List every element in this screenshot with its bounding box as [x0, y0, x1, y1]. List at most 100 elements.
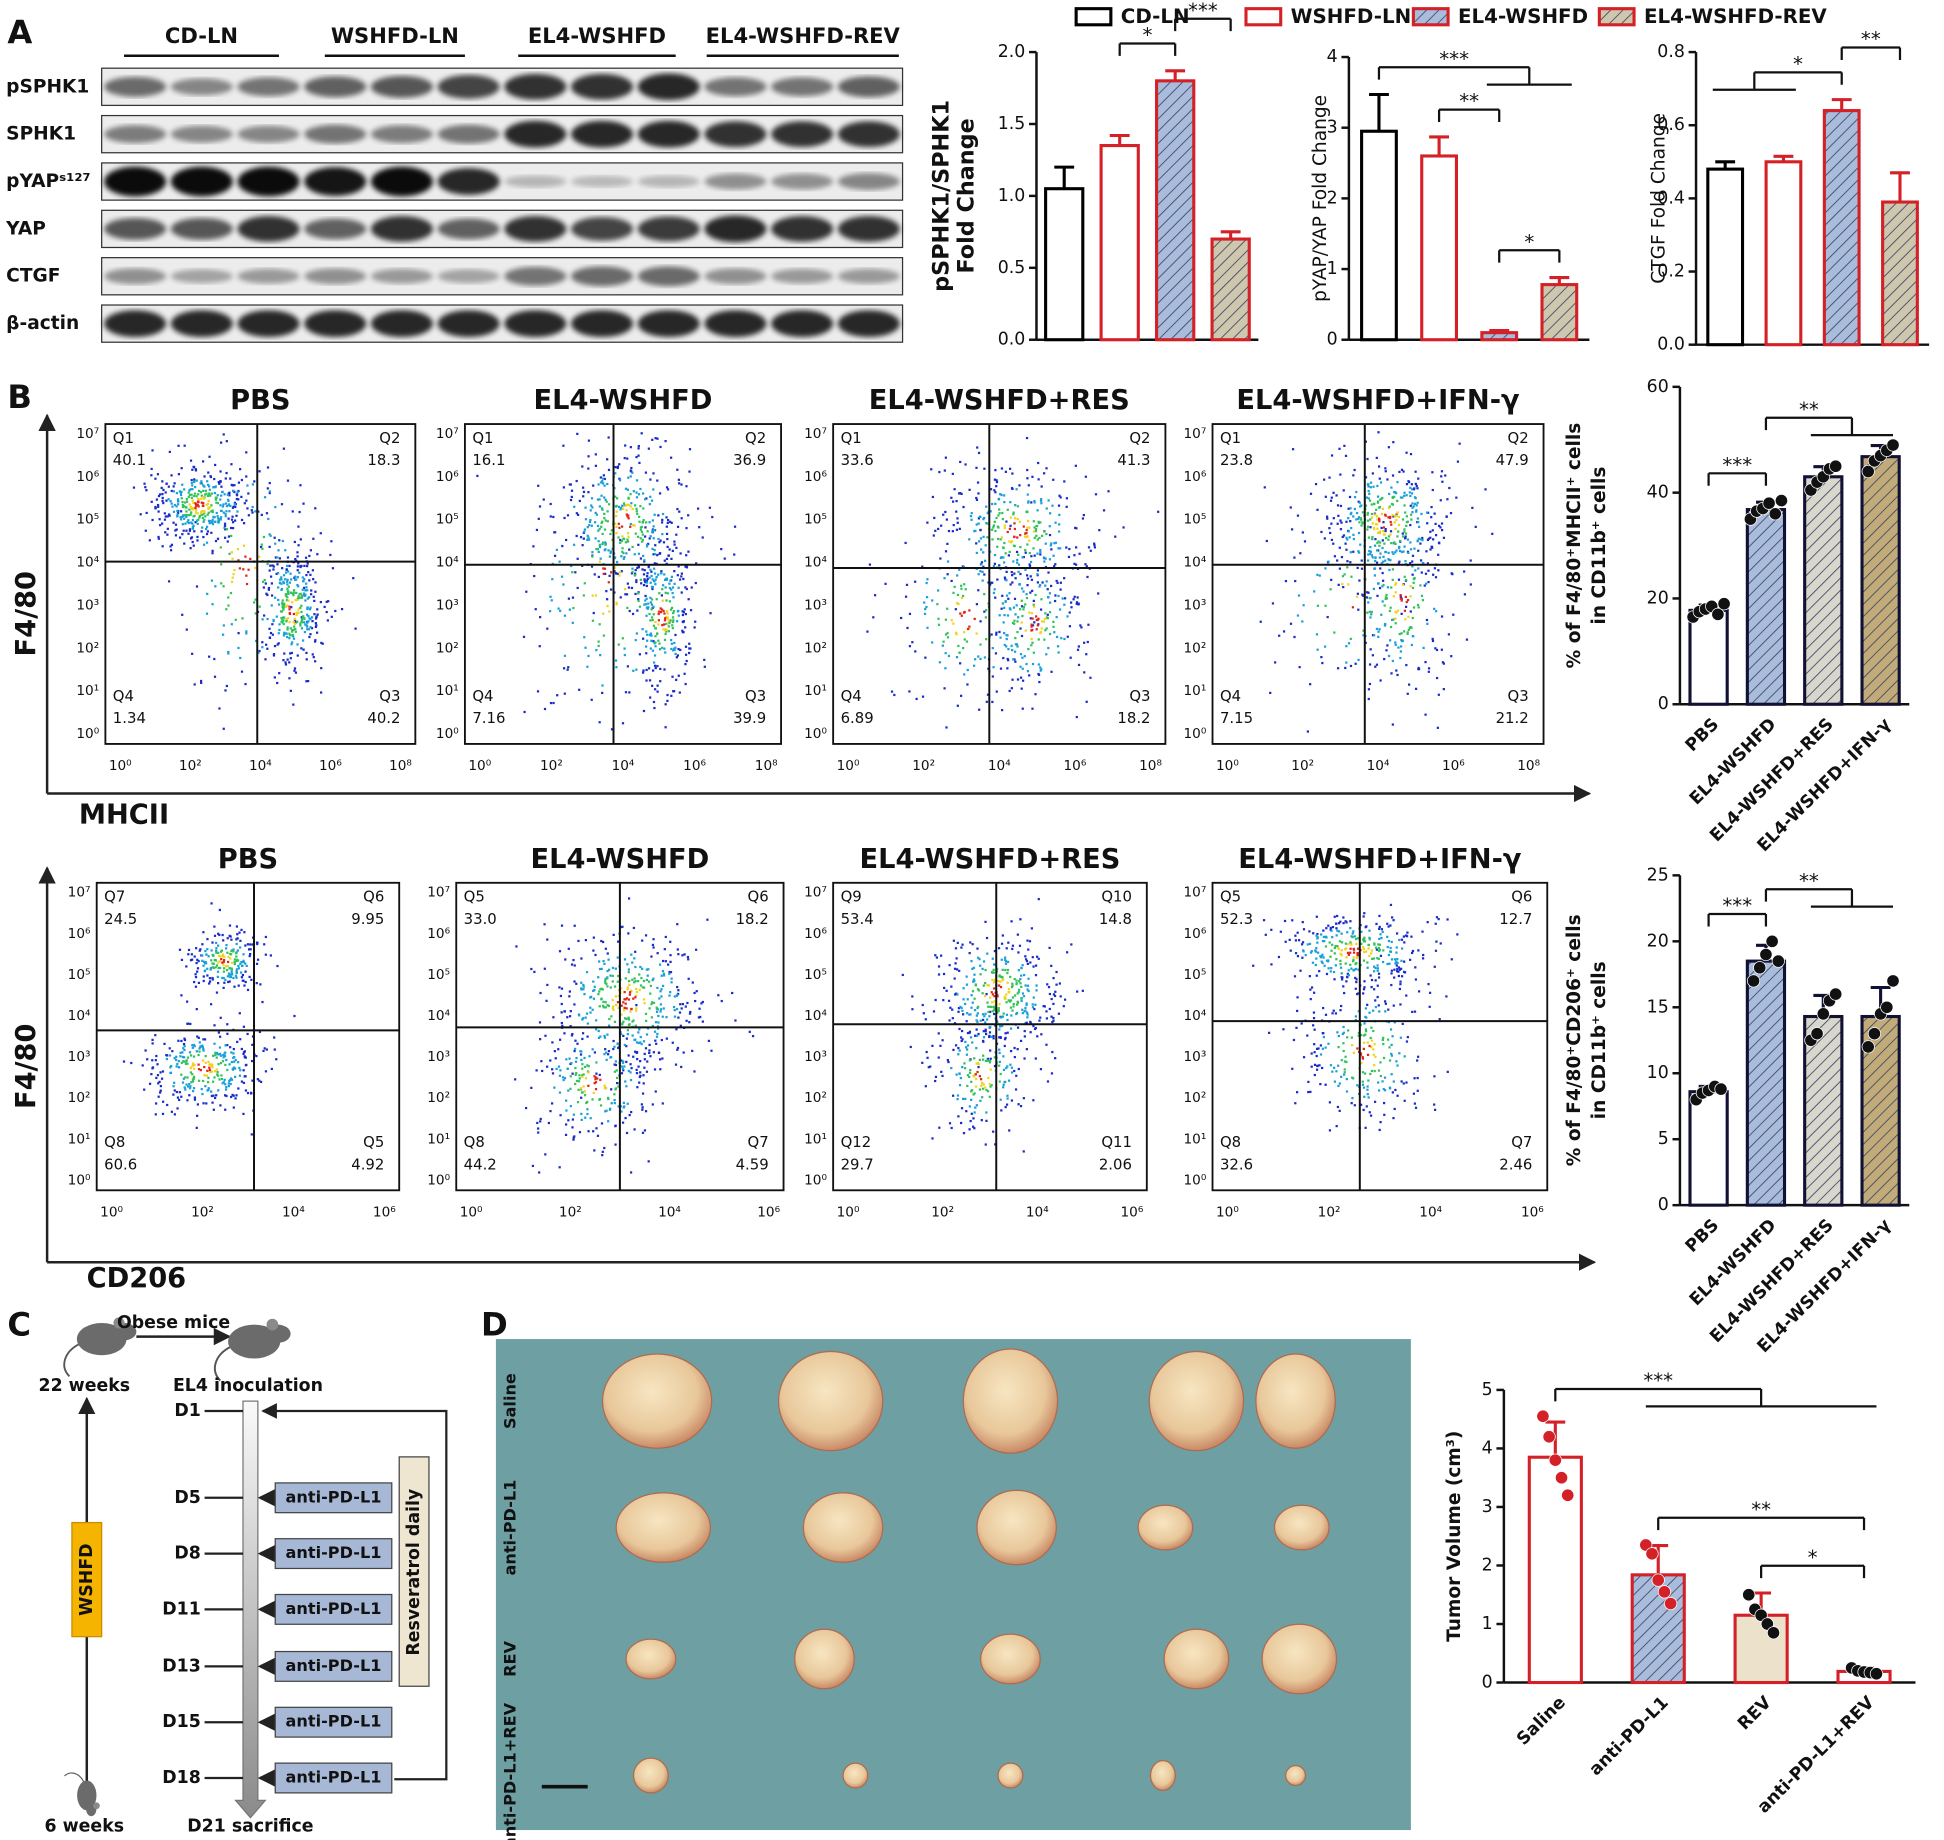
flow-dot — [1323, 479, 1325, 481]
flow-dot — [1033, 621, 1035, 623]
flow-dot — [983, 1030, 985, 1032]
flow-dot — [660, 611, 662, 613]
flow-dot — [1070, 657, 1072, 659]
flow-dot — [204, 1038, 206, 1040]
flow-dot — [688, 643, 690, 645]
flow-dot — [156, 498, 158, 500]
blot-band — [704, 77, 766, 96]
flow-dot — [154, 478, 156, 480]
flow-dot — [237, 647, 239, 649]
flow-dot — [566, 1016, 568, 1018]
flow-dot — [146, 1058, 148, 1060]
flow-dot — [223, 527, 225, 529]
flow-dot — [612, 967, 614, 969]
flow-dot — [184, 1039, 186, 1041]
flow-dot — [997, 538, 999, 540]
flow-dot — [1070, 606, 1072, 608]
x-tick-label: PBS — [1682, 715, 1723, 756]
flow-x-tick-label: 10⁸ — [1139, 758, 1162, 774]
flow-dot — [614, 1063, 616, 1065]
blot-band — [638, 216, 700, 241]
flow-dot — [648, 1160, 650, 1162]
flow-y-tick-label: 10⁰ — [68, 1172, 91, 1188]
error-bar — [1429, 137, 1449, 156]
flow-dot — [945, 726, 947, 728]
flow-dot — [1022, 590, 1024, 592]
flow-dot — [243, 931, 245, 933]
flow-dot — [628, 1054, 630, 1056]
flow-dot — [952, 1017, 954, 1019]
flow-dot — [271, 1068, 273, 1070]
flow-dot — [1018, 564, 1020, 566]
flow-dot — [244, 944, 246, 946]
flow-dot — [196, 539, 198, 541]
flow-dot — [559, 1075, 561, 1077]
flow-dot — [604, 548, 606, 550]
flow-dot — [577, 558, 579, 560]
flow-dot — [1366, 612, 1368, 614]
flow-dot — [1404, 610, 1406, 612]
flow-dot — [695, 582, 697, 584]
flow-dot — [545, 1000, 547, 1002]
flow-dot — [624, 1117, 626, 1119]
flow-dot — [624, 654, 626, 656]
flow-dot — [1009, 690, 1011, 692]
flow-dot — [224, 537, 226, 539]
flow-dot — [626, 1038, 628, 1040]
flow-dot — [980, 537, 982, 539]
flow-dot — [1002, 602, 1004, 604]
flow-dot — [925, 1018, 927, 1020]
flow-dot — [1040, 598, 1042, 600]
flow-dot — [1077, 649, 1079, 651]
flow-dot — [1371, 536, 1373, 538]
flow-dot — [232, 1052, 234, 1054]
flow-dot — [1035, 989, 1037, 991]
flow-dot — [1398, 579, 1400, 581]
flow-dot — [962, 595, 964, 597]
flow-dot — [603, 513, 605, 515]
flow-dot — [341, 608, 343, 610]
flow-dot — [615, 515, 617, 517]
flow-dot — [1016, 643, 1018, 645]
flow-dot — [211, 493, 213, 495]
flow-dot — [1368, 698, 1370, 700]
flow-dot — [1358, 579, 1360, 581]
flow-dot — [642, 492, 644, 494]
flow-dot — [1320, 531, 1322, 533]
flow-dot — [624, 1080, 626, 1082]
flow-dot — [649, 478, 651, 480]
flow-dot — [636, 1069, 638, 1071]
flow-dot — [565, 1058, 567, 1060]
flow-dot — [1292, 448, 1294, 450]
flow-dot — [1103, 509, 1105, 511]
blot-band — [504, 176, 566, 188]
flow-dot — [273, 565, 275, 567]
flow-dot — [1050, 585, 1052, 587]
flow-dot — [185, 1060, 187, 1062]
flow-dot — [288, 586, 290, 588]
flow-dot — [1107, 490, 1109, 492]
flow-dot — [208, 500, 210, 502]
blot-band — [238, 167, 300, 197]
flow-dot — [288, 677, 290, 679]
flow-dot — [1417, 550, 1419, 552]
flow-dot — [1026, 437, 1028, 439]
flow-dot — [645, 934, 647, 936]
blot-band — [104, 125, 166, 143]
flow-dot — [213, 658, 215, 660]
flow-x-tick-label: 10² — [179, 758, 202, 774]
flow-dot — [652, 938, 654, 940]
flow-dot — [235, 952, 237, 954]
flow-dot — [225, 1059, 227, 1061]
flow-dot — [960, 1122, 962, 1124]
flow-dot — [1011, 649, 1013, 651]
flow-dot — [601, 507, 603, 509]
flow-dot — [227, 975, 229, 977]
flow-dot — [223, 1081, 225, 1083]
flow-dot — [263, 586, 265, 588]
flow-dot — [648, 1052, 650, 1054]
flow-dot — [911, 995, 913, 997]
flow-dot — [243, 545, 245, 547]
flow-dot — [990, 1058, 992, 1060]
flow-dot — [669, 587, 671, 589]
